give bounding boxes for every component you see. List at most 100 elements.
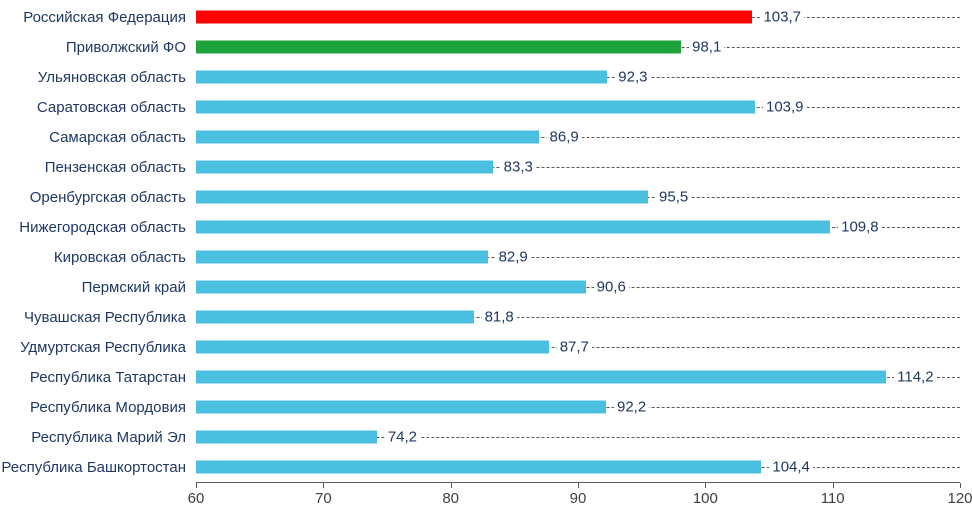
tick-label: 110 — [820, 490, 845, 507]
value-label: 109,8 — [838, 218, 882, 236]
category-label: Пермский край — [81, 278, 186, 296]
plot-area: 104,4 — [196, 452, 960, 482]
tick-mark — [960, 483, 961, 488]
chart-row: Пензенская область 83,3 — [0, 152, 960, 182]
plot-area: 86,9 — [196, 122, 960, 152]
value-label: 83,3 — [500, 158, 536, 176]
tick-mark — [832, 483, 834, 488]
value-label: 90,6 — [593, 278, 629, 296]
plot-area: 103,9 — [196, 92, 960, 122]
tick-mark — [705, 483, 707, 488]
category-label: Ульяновская область — [37, 68, 186, 86]
value-label: 103,7 — [760, 8, 804, 26]
plot-area: 83,3 — [196, 152, 960, 182]
value-label: 114,2 — [894, 368, 937, 386]
plot-area: 81,8 — [196, 302, 960, 332]
category-label: Республика Марий Эл — [31, 428, 186, 446]
tick-mark — [323, 483, 325, 488]
chart-row: Республика Башкортостан 104,4 — [0, 452, 960, 482]
bar — [196, 190, 649, 204]
bar — [196, 220, 831, 234]
category-label: Пензенская область — [44, 158, 186, 176]
chart-row: Чувашская Республика 81,8 — [0, 302, 960, 332]
category-label: Республика Татарстан — [29, 368, 186, 386]
category-label: Оренбургская область — [29, 188, 186, 206]
tick-mark — [578, 483, 579, 488]
value-label: 74,2 — [384, 428, 421, 446]
chart-row: Приволжский ФО 98,1 — [0, 32, 960, 62]
plot-area: 92,3 — [196, 62, 960, 92]
value-label: 98,1 — [689, 38, 725, 56]
bar — [196, 250, 488, 264]
chart-row: Пермский край 90,6 — [0, 272, 960, 302]
bar — [196, 40, 682, 54]
category-label: Саратовская область — [36, 98, 186, 116]
chart-row: Удмуртская Республика 87,7 — [0, 332, 960, 362]
plot-area: 114,2 — [196, 362, 960, 392]
category-label: Чувашская Республика — [24, 308, 186, 326]
chart-row: Кировская область 82,9 — [0, 242, 960, 272]
tick-mark — [196, 483, 197, 488]
plot-area: 103,7 — [196, 2, 960, 32]
plot-area: 95,5 — [196, 182, 960, 212]
bar — [196, 70, 608, 84]
x-axis: 60 70 80 90 100 110 120 — [188, 482, 972, 512]
tick-label: 100 — [692, 490, 718, 507]
value-label: 81,8 — [481, 308, 517, 326]
value-label: 86,9 — [546, 128, 582, 146]
plot-area: 87,7 — [196, 332, 960, 362]
value-label: 87,7 — [556, 338, 592, 356]
x-axis-row: 60 70 80 90 100 110 120 — [0, 482, 972, 512]
chart-row: Республика Татарстан 114,2 — [0, 362, 960, 392]
bar — [196, 130, 539, 144]
bar — [196, 10, 753, 24]
plot-area: 98,1 — [196, 32, 960, 62]
chart-row: Нижегородская область 109,8 — [0, 212, 960, 242]
category-label: Российская Федерация — [23, 8, 186, 26]
bar — [196, 430, 377, 444]
category-label: Нижегородская область — [19, 218, 186, 236]
row-gridline — [196, 437, 960, 438]
chart-row: Российская Федерация 103,7 — [0, 2, 960, 32]
value-label: 92,2 — [614, 398, 650, 416]
plot-area: 82,9 — [196, 242, 960, 272]
bar — [196, 280, 586, 294]
category-label: Кировская область — [53, 248, 186, 266]
bar — [196, 160, 493, 174]
bar — [196, 340, 549, 354]
chart-rows: Российская Федерация 103,7 Приволжский ФО 9… — [0, 2, 960, 482]
bar — [196, 100, 755, 114]
plot-area: 90,6 — [196, 272, 960, 302]
tick-label: 60 — [187, 490, 205, 507]
plot-area: 109,8 — [196, 212, 960, 242]
tick-mark — [450, 483, 452, 488]
chart-row: Республика Марий Эл 74,2 — [0, 422, 960, 452]
category-label: Республика Башкортостан — [1, 458, 186, 476]
category-label: Республика Мордовия — [30, 398, 186, 416]
row-gridline — [196, 317, 960, 318]
plot-area: 92,2 — [196, 392, 960, 422]
value-label: 92,3 — [615, 68, 651, 86]
row-gridline — [196, 167, 960, 168]
tick-label: 120 — [947, 490, 972, 507]
bar — [196, 370, 887, 384]
category-label: Приволжский ФО — [65, 38, 186, 56]
tick-label: 90 — [569, 490, 587, 507]
value-label: 104,4 — [769, 458, 813, 476]
bar — [196, 400, 606, 414]
tick-label: 70 — [314, 490, 332, 507]
tick-label: 80 — [442, 490, 459, 507]
axis-spacer — [0, 482, 196, 512]
chart-row: Самарская область 86,9 — [0, 122, 960, 152]
chart-row: Саратовская область 103,9 — [0, 92, 960, 122]
bar — [196, 310, 474, 324]
value-label: 103,9 — [762, 98, 807, 116]
category-label: Самарская область — [49, 128, 186, 146]
bar — [196, 460, 762, 474]
value-label: 82,9 — [495, 248, 531, 266]
plot-area: 74,2 — [196, 422, 960, 452]
value-label: 95,5 — [656, 188, 692, 206]
row-gridline — [196, 257, 960, 258]
chart-row: Ульяновская область 92,3 — [0, 62, 960, 92]
